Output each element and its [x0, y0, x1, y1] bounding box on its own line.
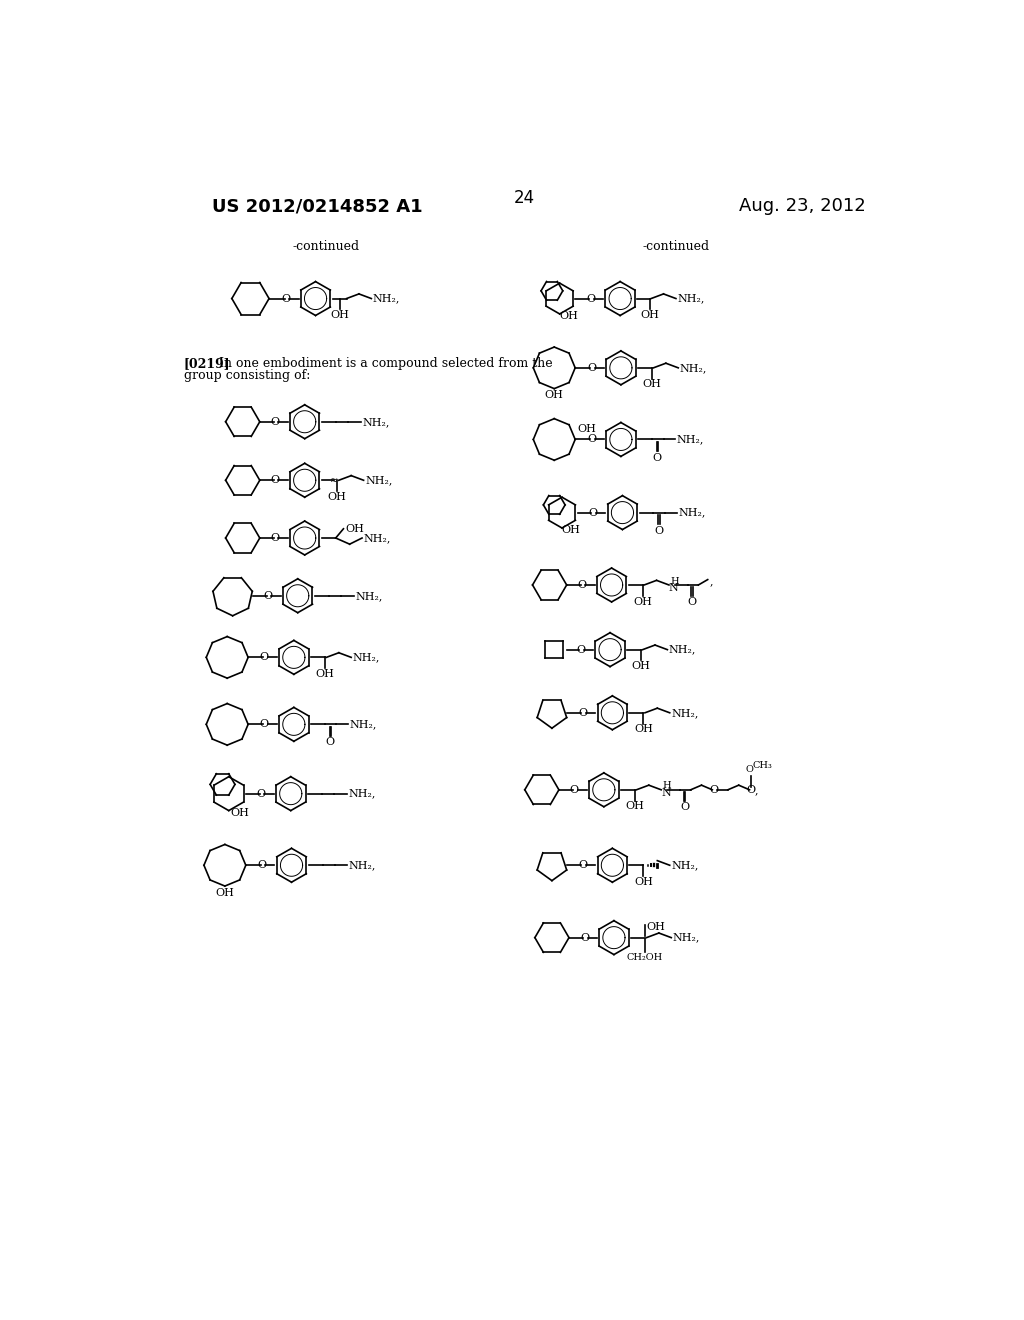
Text: -continued: -continued [292, 240, 359, 253]
Text: N: N [669, 583, 679, 593]
Text: O: O [710, 785, 719, 795]
Text: OH: OH [215, 887, 234, 898]
Text: NH₂,: NH₂, [362, 417, 389, 426]
Text: O: O [746, 785, 756, 795]
Text: O: O [579, 861, 588, 870]
Text: CH₃: CH₃ [753, 760, 772, 770]
Text: O: O [580, 933, 589, 942]
Text: NH₂,: NH₂, [677, 434, 705, 445]
Text: NH₂,: NH₂, [673, 933, 700, 942]
Text: O: O [270, 533, 280, 543]
Text: O: O [587, 434, 596, 445]
Text: In one embodiment is a compound selected from the: In one embodiment is a compound selected… [219, 358, 553, 370]
Text: OH: OH [578, 424, 596, 434]
Text: O: O [745, 766, 754, 775]
Text: ,: , [710, 576, 713, 586]
Text: NH₂,: NH₂, [672, 708, 698, 718]
Text: OH: OH [328, 492, 347, 502]
Text: NH₂,: NH₂, [352, 652, 380, 663]
Text: O: O [587, 363, 596, 372]
Text: O: O [680, 803, 689, 812]
Text: O: O [270, 475, 280, 486]
Text: NH₂,: NH₂, [672, 861, 698, 870]
Text: NH₂,: NH₂, [678, 508, 706, 517]
Text: O: O [569, 785, 579, 795]
Text: ,: , [755, 785, 758, 795]
Text: O: O [257, 788, 266, 799]
Text: OH: OH [230, 808, 249, 817]
Text: NH₂,: NH₂, [669, 644, 696, 655]
Text: O: O [257, 861, 266, 870]
Text: group consisting of:: group consisting of: [183, 370, 310, 383]
Text: O: O [282, 293, 291, 304]
Text: H: H [671, 577, 679, 586]
Text: O: O [654, 525, 664, 536]
Text: OH: OH [634, 876, 653, 887]
Text: O: O [270, 417, 280, 426]
Text: -continued: -continued [642, 240, 710, 253]
Text: OH: OH [640, 310, 659, 319]
Text: OH: OH [345, 524, 364, 533]
Text: 24: 24 [514, 190, 536, 207]
Text: NH₂,: NH₂, [366, 475, 392, 486]
Text: O: O [688, 598, 696, 607]
Text: O: O [577, 644, 585, 655]
Text: ≈: ≈ [330, 475, 338, 486]
Text: OH: OH [559, 312, 579, 321]
Text: N: N [662, 788, 671, 797]
Text: NH₂,: NH₂, [680, 363, 708, 372]
Text: OH: OH [330, 310, 349, 319]
Text: O: O [652, 453, 662, 462]
Text: NH₂,: NH₂, [355, 591, 382, 601]
Text: OH: OH [562, 525, 581, 535]
Text: OH: OH [545, 391, 563, 400]
Text: OH: OH [626, 801, 644, 812]
Text: O: O [578, 579, 587, 590]
Text: OH: OH [315, 669, 334, 678]
Text: O: O [260, 719, 269, 730]
Text: CH₂OH: CH₂OH [627, 953, 664, 962]
Text: [0219]: [0219] [183, 358, 230, 370]
Text: O: O [579, 708, 588, 718]
Text: OH: OH [642, 379, 662, 389]
Text: O: O [586, 293, 595, 304]
Text: NH₂,: NH₂, [348, 788, 376, 799]
Text: NH₂,: NH₂, [349, 719, 377, 730]
Text: Aug. 23, 2012: Aug. 23, 2012 [739, 197, 865, 215]
Text: NH₂,: NH₂, [349, 861, 376, 870]
Text: NH₂,: NH₂, [373, 293, 400, 304]
Text: NH₂,: NH₂, [678, 293, 705, 304]
Text: O: O [589, 508, 598, 517]
Text: H: H [663, 781, 672, 791]
Text: OH: OH [633, 597, 652, 606]
Text: O: O [260, 652, 269, 663]
Text: US 2012/0214852 A1: US 2012/0214852 A1 [212, 197, 422, 215]
Text: O: O [264, 591, 272, 601]
Text: O: O [326, 738, 335, 747]
Text: OH: OH [646, 921, 666, 932]
Text: NH₂,: NH₂, [364, 533, 391, 543]
Text: OH: OH [634, 725, 653, 734]
Text: OH: OH [632, 661, 650, 671]
